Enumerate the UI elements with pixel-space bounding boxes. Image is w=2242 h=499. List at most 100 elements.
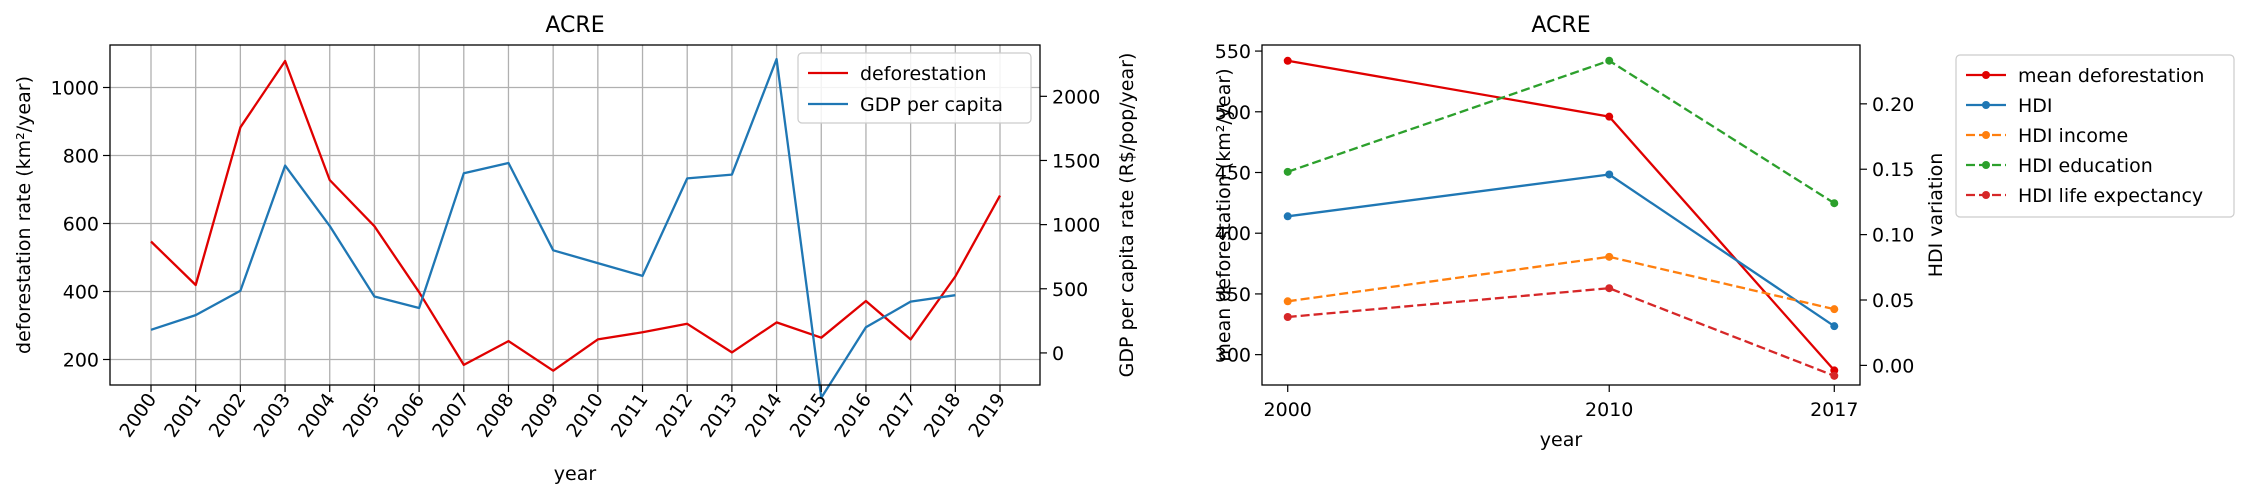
x-tick-label: 2008 bbox=[473, 389, 519, 441]
point-hdi-income bbox=[1830, 305, 1839, 314]
point-mean-deforestation bbox=[1283, 56, 1292, 65]
point-hdi-education bbox=[1830, 199, 1839, 208]
legend-label: HDI bbox=[2018, 95, 2053, 117]
x-tick-label: 2010 bbox=[562, 389, 608, 441]
y-axis-right: 0 500 1000 1500 2000 bbox=[1040, 86, 1100, 365]
y-tick-label: 400 bbox=[1215, 223, 1251, 245]
y2-axis-label: HDI variation bbox=[1925, 153, 1947, 278]
y-tick-label: 350 bbox=[1215, 284, 1251, 306]
x-axis-label: year bbox=[1540, 429, 1583, 451]
point-hdi-education bbox=[1283, 167, 1292, 176]
x-tick-label: 2016 bbox=[830, 389, 876, 441]
chart-title: ACRE bbox=[1531, 13, 1590, 38]
series-line-deforestation bbox=[150, 59, 1002, 372]
point-hdi-education bbox=[1605, 56, 1614, 65]
y-tick-label: 550 bbox=[1215, 41, 1251, 63]
y-axis-left: 300 350 400 450 500 550 bbox=[1215, 41, 1262, 367]
legend-box bbox=[797, 52, 1032, 124]
point-hdi-life-expectancy bbox=[1830, 371, 1839, 380]
point-hdi bbox=[1605, 170, 1614, 179]
point-hdi bbox=[1283, 212, 1292, 221]
point-hdi-life-expectancy bbox=[1605, 284, 1614, 293]
y-tick-label: 1000 bbox=[51, 78, 99, 100]
x-tick-label: 2015 bbox=[786, 389, 832, 441]
x-tick-label: 2000 bbox=[1264, 399, 1312, 421]
deforestation-gdp-chart: 2000200120022003200420052006200720082009… bbox=[13, 13, 1138, 485]
plot-frame bbox=[1261, 44, 1861, 386]
point-hdi-income bbox=[1605, 252, 1614, 261]
legend-marker bbox=[1982, 161, 1990, 169]
y2-tick-label: 0.00 bbox=[1872, 355, 1914, 377]
y2-tick-label: 2000 bbox=[1052, 86, 1100, 108]
legend-marker bbox=[1982, 101, 1990, 109]
y-axis-right: 0.00 0.05 0.10 0.15 0.20 bbox=[1860, 94, 1914, 377]
y2-tick-label: 500 bbox=[1052, 279, 1088, 301]
x-tick-label: 2018 bbox=[920, 389, 966, 441]
x-tick-label: 2006 bbox=[383, 389, 429, 441]
x-tick-label: 2003 bbox=[249, 389, 295, 441]
legend-label: deforestation bbox=[860, 63, 987, 85]
x-tick-label: 2009 bbox=[517, 389, 563, 441]
x-tick-label: 2014 bbox=[741, 389, 787, 441]
y-tick-label: 800 bbox=[63, 146, 99, 168]
y-tick-label: 400 bbox=[63, 282, 99, 304]
x-tick-label: 2013 bbox=[696, 389, 742, 441]
y-tick-label: 300 bbox=[1215, 345, 1251, 367]
y2-tick-label: 1500 bbox=[1052, 150, 1100, 172]
x-tick-label: 2011 bbox=[607, 389, 653, 441]
legend-label: HDI education bbox=[2018, 155, 2153, 177]
x-tick-label: 2017 bbox=[875, 389, 921, 441]
legend: deforestation GDP per capita bbox=[797, 52, 1032, 124]
y-tick-label: 500 bbox=[1215, 102, 1251, 124]
x-tick-label: 2000 bbox=[115, 389, 161, 441]
point-mean-deforestation bbox=[1605, 112, 1614, 121]
y2-tick-label: 0.15 bbox=[1872, 159, 1914, 181]
legend-label: GDP per capita bbox=[860, 94, 1003, 116]
x-tick-label: 2007 bbox=[428, 389, 474, 441]
x-axis-label: year bbox=[554, 463, 597, 485]
y2-tick-label: 0.10 bbox=[1872, 225, 1914, 247]
series-lines bbox=[150, 57, 1002, 399]
x-tick-label: 2010 bbox=[1585, 399, 1633, 421]
series-line-gdp-per-capita bbox=[150, 57, 956, 399]
x-tick-label: 2005 bbox=[339, 389, 385, 441]
legend-label: mean deforestation bbox=[2018, 65, 2204, 87]
point-hdi-life-expectancy bbox=[1283, 313, 1292, 321]
series-line-hdi-income bbox=[1287, 255, 1835, 311]
x-tick-label: 2001 bbox=[160, 389, 206, 441]
legend-label: HDI life expectancy bbox=[2018, 185, 2203, 207]
plot-frame bbox=[109, 44, 1041, 386]
y-axis-left: 200 400 600 800 1000 bbox=[51, 78, 110, 372]
series-line-hdi bbox=[1287, 173, 1835, 328]
y2-tick-label: 1000 bbox=[1052, 215, 1100, 237]
x-tick-label: 2017 bbox=[1810, 399, 1858, 421]
legend-box bbox=[1955, 54, 2235, 218]
y2-axis-label: GDP per capita rate (R$/pop/year) bbox=[1116, 53, 1138, 378]
y2-tick-label: 0 bbox=[1052, 343, 1064, 365]
x-axis: 2000 2010 2017 bbox=[1264, 385, 1858, 421]
y-axis-label: mean deforestation (km²/year) bbox=[1213, 68, 1235, 361]
x-tick-label: 2012 bbox=[652, 389, 698, 441]
x-tick-label: 2002 bbox=[205, 389, 251, 441]
point-hdi bbox=[1830, 322, 1839, 331]
x-axis: 2000200120022003200420052006200720082009… bbox=[115, 385, 1010, 441]
y-tick-label: 200 bbox=[63, 350, 99, 372]
series-lines bbox=[1283, 56, 1839, 380]
grid bbox=[110, 45, 1040, 385]
legend: mean deforestation HDI HDI income HDI educa… bbox=[1955, 54, 2235, 218]
x-tick-label: 2004 bbox=[294, 389, 340, 441]
point-hdi-income bbox=[1283, 297, 1292, 306]
mean-deforestation-hdi-chart: 2000 2010 2017 300 350 400 450 500 550 0.00 0.05… bbox=[1213, 13, 2235, 451]
legend-marker bbox=[1982, 71, 1990, 79]
y-axis-label: deforestation rate (km²/year) bbox=[13, 76, 35, 354]
y2-tick-label: 0.20 bbox=[1872, 94, 1914, 116]
legend-marker bbox=[1982, 191, 1990, 199]
x-tick-label: 2019 bbox=[964, 389, 1010, 441]
series-line-mean-deforestation bbox=[1287, 59, 1836, 372]
legend-label: HDI income bbox=[2018, 125, 2128, 147]
legend-marker bbox=[1982, 131, 1990, 139]
chart-title: ACRE bbox=[545, 13, 604, 38]
y2-tick-label: 0.05 bbox=[1872, 290, 1914, 312]
series-line-hdi-life-expectancy bbox=[1287, 287, 1835, 377]
